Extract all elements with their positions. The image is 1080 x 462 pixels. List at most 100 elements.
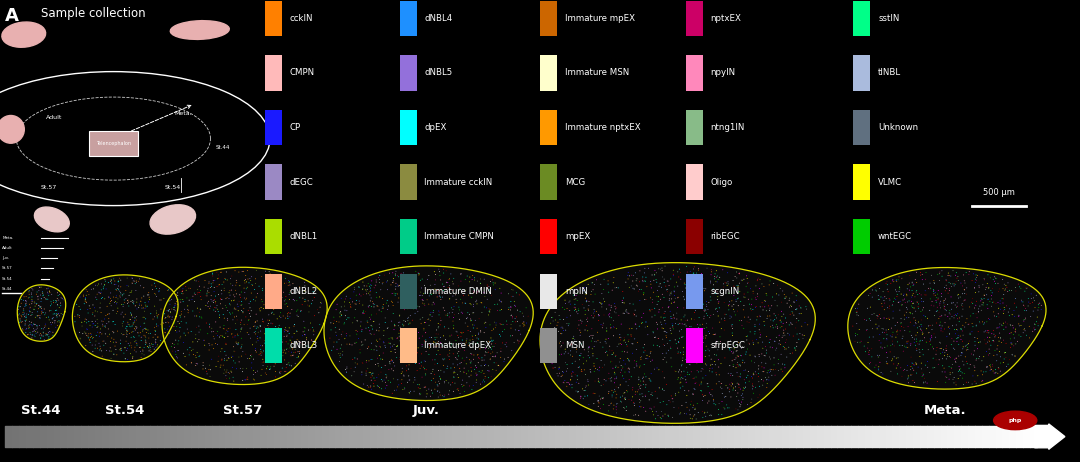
Point: [686, 341, 703, 348]
Point: [706, 330, 724, 338]
Point: [38, 330, 55, 337]
Point: [870, 285, 888, 292]
Point: [988, 313, 1005, 320]
Point: [247, 369, 265, 376]
Point: [112, 345, 130, 352]
Point: [777, 325, 794, 333]
Point: [607, 352, 624, 359]
Point: [867, 287, 885, 295]
Point: [744, 290, 761, 297]
Point: [902, 283, 919, 291]
Point: [464, 324, 482, 332]
Point: [25, 328, 42, 335]
Point: [858, 316, 875, 324]
Point: [179, 309, 197, 316]
Point: [584, 389, 602, 397]
Point: [119, 356, 136, 363]
Point: [688, 367, 705, 374]
Point: [323, 326, 340, 334]
Point: [730, 361, 747, 369]
Point: [158, 314, 175, 321]
Point: [553, 351, 570, 358]
Point: [288, 354, 306, 361]
Point: [767, 371, 784, 379]
Point: [215, 311, 232, 318]
Point: [289, 353, 307, 360]
Point: [232, 294, 249, 301]
Point: [991, 320, 1009, 328]
Point: [686, 274, 703, 281]
Point: [942, 371, 959, 378]
Point: [347, 354, 364, 362]
Point: [435, 393, 453, 401]
Point: [608, 343, 625, 350]
Point: [173, 308, 190, 315]
Point: [233, 341, 251, 348]
Point: [619, 272, 636, 279]
Point: [380, 302, 397, 310]
Point: [407, 330, 424, 337]
Point: [759, 312, 777, 320]
Point: [149, 333, 166, 340]
Point: [502, 332, 519, 340]
Point: [418, 296, 435, 304]
Point: [873, 369, 890, 376]
Point: [660, 304, 677, 311]
Point: [246, 319, 264, 326]
Point: [297, 331, 314, 339]
Point: [729, 389, 746, 397]
Point: [366, 377, 383, 384]
Point: [996, 280, 1013, 288]
Point: [360, 280, 377, 287]
Point: [233, 288, 251, 296]
Point: [932, 339, 949, 346]
Point: [1014, 298, 1031, 306]
Point: [146, 324, 163, 331]
Point: [913, 321, 930, 328]
Point: [616, 310, 633, 317]
Point: [96, 315, 113, 322]
Point: [739, 371, 756, 379]
Point: [293, 307, 310, 315]
Ellipse shape: [171, 21, 229, 39]
Point: [390, 282, 407, 289]
Point: [403, 272, 420, 279]
Point: [934, 362, 951, 370]
Point: [868, 324, 886, 331]
Point: [245, 296, 262, 304]
Point: [105, 339, 122, 346]
Point: [170, 289, 187, 297]
Point: [985, 327, 1002, 334]
Point: [470, 359, 487, 366]
Bar: [89, 130, 138, 156]
Point: [296, 298, 313, 305]
Point: [359, 382, 376, 389]
Point: [577, 289, 594, 296]
Point: [711, 318, 728, 326]
Point: [989, 364, 1007, 371]
Point: [22, 329, 39, 336]
Point: [78, 319, 95, 327]
Point: [369, 303, 387, 310]
Point: [206, 277, 224, 284]
Point: [642, 278, 659, 285]
Point: [239, 373, 256, 381]
Point: [675, 351, 692, 359]
Point: [395, 371, 413, 379]
Point: [401, 339, 418, 346]
Point: [373, 385, 390, 392]
Point: [118, 347, 135, 354]
Point: [1029, 322, 1047, 329]
Point: [26, 333, 43, 340]
Point: [937, 373, 955, 381]
Point: [422, 309, 440, 316]
Point: [127, 337, 145, 344]
Point: [989, 280, 1007, 287]
Point: [639, 322, 657, 330]
Point: [715, 283, 732, 291]
Point: [295, 344, 312, 352]
Point: [407, 341, 424, 349]
Point: [214, 304, 231, 312]
Point: [296, 287, 313, 295]
Point: [646, 365, 663, 373]
